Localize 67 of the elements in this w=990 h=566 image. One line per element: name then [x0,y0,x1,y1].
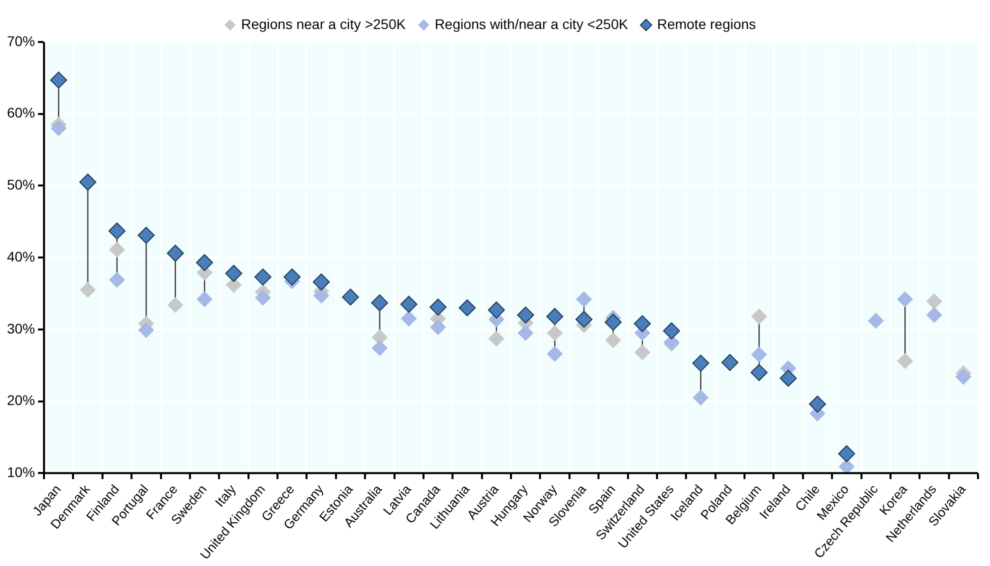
point [254,290,271,306]
y-tick-label: 20% [6,392,36,408]
point [400,310,417,327]
y-tick-label: 30% [6,320,36,336]
point [312,273,330,290]
point [897,353,914,370]
point [546,325,563,342]
point [692,390,709,406]
point [225,264,242,282]
point [284,268,301,286]
y-tick-label: 70% [6,32,36,49]
point [50,72,68,89]
point [108,242,125,258]
point [576,291,592,308]
point [313,288,330,304]
point [79,174,96,191]
point [108,222,126,240]
point [196,254,214,272]
point [166,244,184,262]
point [430,298,447,316]
point [663,322,680,340]
point [488,302,505,319]
point [546,308,564,325]
point [254,268,272,286]
y-tick-label: 10% [6,464,36,480]
point [780,370,797,387]
point [634,344,650,360]
point [692,354,710,372]
point [108,272,125,288]
point [604,314,622,331]
point [838,458,855,474]
point [488,330,504,347]
y-tick-label: 40% [6,248,36,264]
point [167,296,184,313]
point [897,291,914,308]
point [750,364,768,382]
point [196,291,213,308]
point [80,282,96,298]
point [430,319,446,336]
point [372,340,388,356]
point [371,294,388,312]
point [138,322,154,338]
point [50,120,67,136]
point [634,315,651,332]
point [605,332,622,348]
y-tick-label: 50% [6,176,36,193]
point [751,346,768,363]
point [518,325,534,342]
point [342,288,359,306]
point [400,296,418,313]
point [926,307,942,324]
point [546,346,563,362]
point [868,312,884,329]
legend-label: Remote regions [657,16,756,32]
point [808,396,826,413]
point [955,368,972,385]
point [517,306,534,324]
point [575,310,592,328]
point [838,445,856,462]
point [926,293,942,310]
point [721,354,738,371]
point [751,308,768,324]
legend-label: Regions near a city >250K [241,16,406,32]
y-tick-label: 60% [6,104,36,121]
point [138,226,155,244]
legend-label: Regions with/near a city <250K [434,16,629,32]
point [458,299,476,316]
